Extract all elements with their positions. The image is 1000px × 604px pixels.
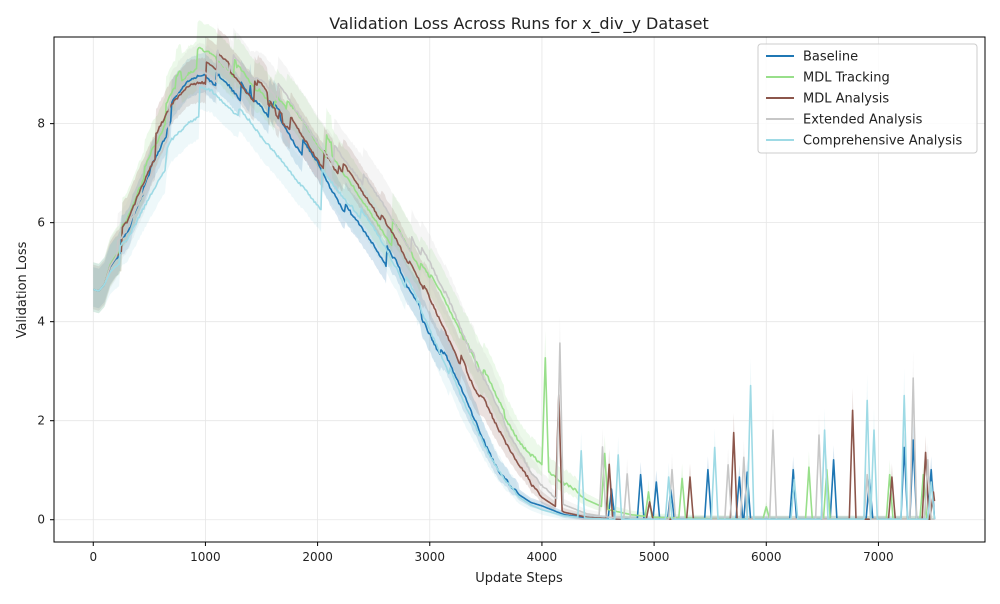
- plot-frame: [53, 36, 986, 543]
- series-band-3: [93, 23, 935, 520]
- series-band-4: [93, 59, 935, 520]
- legend-box: [757, 43, 978, 154]
- series-line-4: [93, 86, 936, 520]
- y-axis-ticks: 0 2 4 6 8: [37, 117, 54, 527]
- legend-label: MDL Tracking: [803, 71, 890, 86]
- legend-label: Comprehensive Analysis: [803, 134, 962, 149]
- legend-label: Baseline: [803, 50, 858, 65]
- x-axis-ticks: 0 1000 2000 3000 4000 5000 6000 7000: [89, 542, 894, 564]
- x-tick-label: 4000: [527, 550, 558, 564]
- series-line-3: [93, 49, 935, 520]
- x-tick-label: 0: [89, 550, 97, 564]
- y-tick-label: 2: [37, 414, 45, 428]
- y-tick-label: 4: [37, 315, 45, 329]
- y-tick-label: 6: [37, 216, 45, 230]
- series-band-1: [93, 20, 935, 520]
- x-tick-label: 1000: [190, 550, 221, 564]
- x-tick-label: 7000: [863, 550, 894, 564]
- y-tick-label: 8: [37, 117, 45, 131]
- y-tick-label: 0: [37, 513, 45, 527]
- x-tick-label: 3000: [414, 550, 445, 564]
- y-axis-label: Validation Loss: [15, 241, 30, 338]
- legend-label: MDL Analysis: [803, 92, 889, 107]
- x-tick-label: 5000: [639, 550, 670, 564]
- x-axis-label: Update Steps: [475, 571, 563, 586]
- chart-title: Validation Loss Across Runs for x_div_y …: [329, 14, 708, 34]
- legend: Baseline MDL Tracking MDL Analysis Extended…: [757, 43, 978, 154]
- x-tick-label: 2000: [302, 550, 333, 564]
- legend-label: Extended Analysis: [803, 113, 923, 128]
- x-tick-label: 6000: [751, 550, 782, 564]
- series-band-2: [93, 27, 935, 520]
- series-lines: [93, 46, 936, 520]
